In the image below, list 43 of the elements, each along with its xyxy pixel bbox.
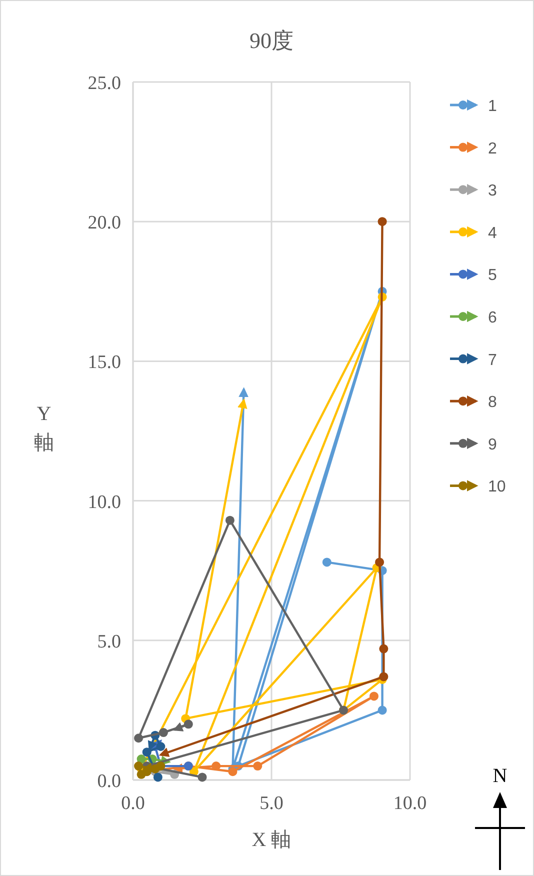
y-tick-label: 10.0 [88, 492, 121, 513]
point [225, 516, 234, 525]
point [378, 217, 387, 226]
legend-label: 5 [488, 267, 497, 284]
legend-label: 10 [488, 478, 506, 496]
point [134, 762, 144, 771]
y-tick-label: 15.0 [88, 352, 121, 374]
legend-label: 9 [488, 436, 497, 454]
x-tick-label: 0.0 [121, 793, 145, 814]
point [136, 754, 146, 764]
y-tick-label: 5.0 [97, 631, 121, 652]
y-tick-label: 20.0 [88, 212, 121, 234]
point [142, 748, 152, 757]
legend-label: 6 [488, 310, 497, 326]
x-axis-title: X 軸 [252, 829, 292, 851]
legend-label: 8 [488, 394, 497, 412]
point [184, 720, 193, 729]
point [212, 762, 221, 771]
point [379, 644, 388, 654]
point [322, 558, 332, 567]
y-tick-label: 25.0 [88, 73, 121, 94]
point [253, 762, 262, 771]
x-tick-label: 10.0 [393, 793, 427, 814]
legend-label: 3 [488, 182, 497, 200]
legend-label: 4 [488, 224, 497, 242]
point [156, 742, 166, 751]
point [153, 772, 162, 782]
point [369, 692, 378, 701]
point [158, 728, 168, 738]
point [228, 767, 238, 776]
legend-label: 1 [488, 98, 497, 115]
y-axis-title: Y 軸 [34, 403, 54, 454]
point [375, 558, 384, 567]
x-tick-label: 5.0 [260, 793, 284, 814]
point [198, 772, 207, 782]
legend-label: 2 [488, 140, 497, 158]
point [134, 734, 144, 743]
point [379, 672, 388, 682]
text: N [492, 765, 508, 787]
point [378, 706, 387, 715]
legend-label: 7 [488, 352, 497, 369]
y-tick-label: 0.0 [97, 771, 121, 792]
chart-title: 90度 [250, 28, 294, 53]
